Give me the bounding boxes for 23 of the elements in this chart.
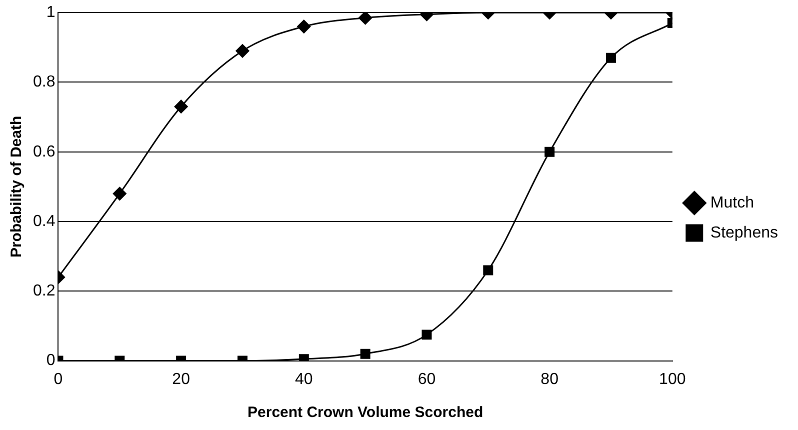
y-tick-label: 0	[46, 352, 56, 370]
legend-label: Mutch	[710, 194, 754, 212]
point	[606, 52, 616, 63]
point	[236, 44, 250, 58]
x-axis-title: Percent Crown Volume Scorched	[248, 404, 484, 422]
y-tick-label: 0.2	[32, 282, 56, 300]
point	[358, 12, 372, 25]
point	[112, 186, 126, 200]
x-tick-label: 40	[295, 370, 313, 388]
y-tick-label: 1	[46, 4, 56, 22]
point	[544, 146, 555, 157]
x-tick-label: 80	[540, 370, 559, 388]
x-tick-label: 60	[418, 370, 436, 388]
point	[483, 265, 494, 276]
point	[297, 20, 311, 34]
point	[174, 100, 188, 114]
y-tick-label: 0.4	[32, 212, 56, 230]
x-tick-label: 100	[659, 370, 686, 388]
x-tick-label: 20	[172, 370, 190, 388]
y-tick-label: 0.8	[32, 74, 56, 91]
y-axis-title: Probability of Death	[8, 116, 26, 258]
y-tick-label: 0.6	[32, 143, 56, 160]
legend-label: Stephens	[710, 224, 778, 242]
